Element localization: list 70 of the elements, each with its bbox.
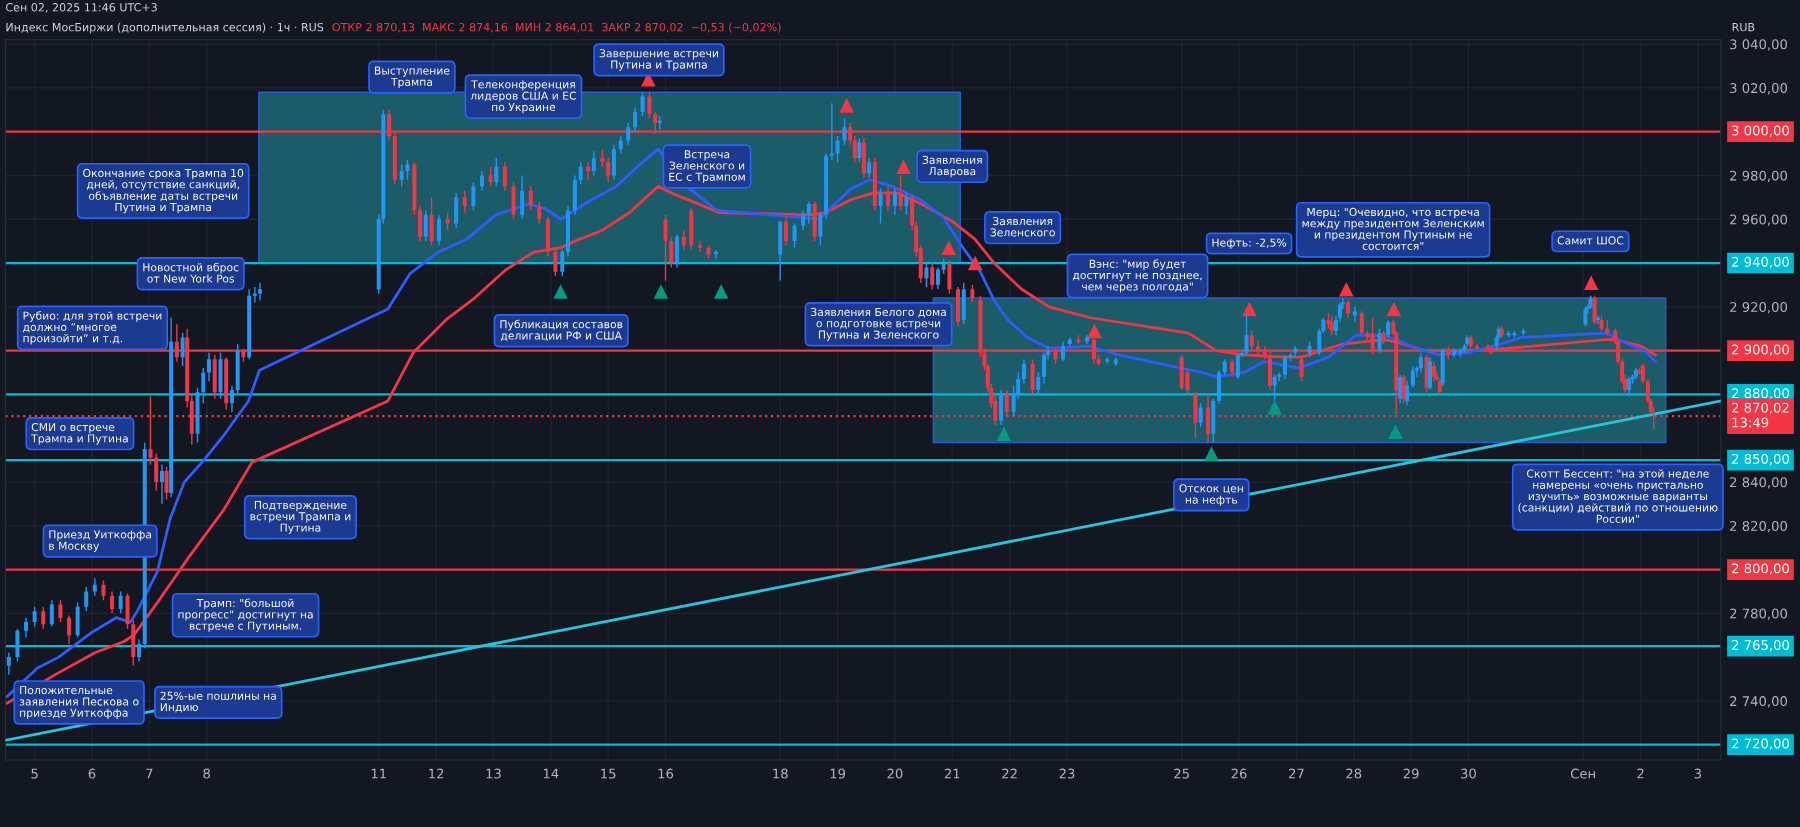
x-tick-label: 11 bbox=[371, 768, 386, 779]
ref-line-label: 2 800,00 bbox=[1732, 563, 1789, 575]
x-tick-label: 5 bbox=[31, 768, 38, 779]
annotation: Вэнс: "мир будет достигнут не позднее, чем через полгода" bbox=[1072, 259, 1202, 293]
ref-line-label: 2 850,00 bbox=[1732, 453, 1789, 466]
x-tick-label: 21 bbox=[944, 768, 960, 779]
text: Сен 02, 2025 11:46 UTC+3 bbox=[6, 3, 157, 13]
annotation: Выступление Трампа bbox=[374, 66, 450, 89]
x-tick-label: 7 bbox=[146, 768, 153, 779]
annotation: СМИ о встрече Трампа и Путина bbox=[31, 423, 128, 445]
x-tick-label: 26 bbox=[1231, 768, 1247, 779]
ref-line-label: 2 765,00 bbox=[1732, 640, 1789, 652]
x-tick-label: 12 bbox=[429, 768, 444, 779]
annotation: 25%-ые пошлины на Индию bbox=[160, 691, 276, 713]
x-tick-label: 15 bbox=[601, 768, 616, 779]
annotation: Телеконференция лидеров США и ЕС по Украине bbox=[470, 80, 577, 114]
ref-line-label: 2 940,00 bbox=[1732, 256, 1789, 269]
x-tick-label: 16 bbox=[658, 768, 674, 779]
ref-line-label: 3 000,00 bbox=[1732, 125, 1789, 137]
annotation: Заявления Белого дома о подготовке встречи Путина и Зеленского bbox=[811, 307, 946, 341]
y-tick-label: 2 780,00 bbox=[1730, 608, 1788, 620]
annotation: Трамп: "большой прогресс" достигнут на встрече с Путиным. bbox=[178, 598, 313, 632]
ref-line-label: 2 900,00 bbox=[1732, 344, 1789, 356]
annotation: Завершение встречи Путина и Трампа bbox=[599, 49, 718, 71]
annotation: Новостной вброс от New York Pos bbox=[143, 262, 239, 283]
annotation: Заявления Лаврова bbox=[922, 155, 982, 178]
annotation: Самит ШОС bbox=[1557, 236, 1624, 245]
x-tick-label: 19 bbox=[830, 768, 846, 779]
x-tick-label: 23 bbox=[1059, 768, 1075, 779]
x-tick-label: Сен bbox=[1570, 768, 1595, 779]
annotation: Рубио: для этой встречи должно “многое произойти” и т.д. bbox=[23, 311, 162, 345]
x-tick-label: 6 bbox=[88, 768, 96, 779]
annotation: Подтверждение встречи Трампа и Путина bbox=[250, 501, 351, 534]
y-tick-label: 2 820,00 bbox=[1730, 520, 1788, 533]
ref-line-label: 2 880,00 bbox=[1732, 388, 1789, 400]
text: RUB bbox=[1732, 23, 1755, 32]
annotation: Окончание срока Трампа 10 дней, отсутствие санкций, объявление даты встречи Путина и Трампа bbox=[83, 168, 244, 214]
annotation: Публикация составов делигации РФ и США bbox=[500, 319, 623, 341]
x-tick-label: 25 bbox=[1174, 768, 1189, 779]
y-tick-label: 2 920,00 bbox=[1730, 302, 1788, 314]
ref-line-label: 2 720,00 bbox=[1732, 738, 1789, 750]
annotation: Мерц: "Очевидно, что встреча между президентом Зеленским и президентом Путиным не состоится" bbox=[1302, 207, 1484, 250]
y-tick-label: 3 040,00 bbox=[1730, 39, 1788, 51]
x-tick-label: 30 bbox=[1461, 768, 1476, 779]
x-tick-label: 28 bbox=[1346, 768, 1362, 779]
chart-title: Индекс МосБиржи (дополнительная сессия) · 1ч · RUS bbox=[6, 22, 324, 34]
x-tick-label: 3 bbox=[1694, 768, 1701, 779]
x-tick-label: 8 bbox=[203, 768, 210, 779]
annotation: Приезд Уиткоффа в Москву bbox=[49, 530, 152, 552]
ref-line-label: 2 870,02 13:49 bbox=[1732, 402, 1789, 428]
annotation: Скотт Бессент: "на этой неделе намерены «очень пристально изучить» возможные варианты (санкции) действий по отношению России" bbox=[1518, 469, 1718, 523]
y-tick-label: 2 980,00 bbox=[1730, 170, 1788, 182]
x-tick-label: 18 bbox=[773, 768, 788, 779]
y-tick-label: 2 960,00 bbox=[1730, 214, 1788, 226]
x-tick-label: 13 bbox=[486, 768, 501, 779]
annotation: Нефть: -2,5% bbox=[1212, 238, 1287, 249]
x-tick-label: 2 bbox=[1637, 768, 1644, 779]
x-tick-label: 27 bbox=[1288, 768, 1304, 779]
x-tick-label: 29 bbox=[1403, 768, 1419, 779]
annotation: Заявления Зеленского bbox=[990, 216, 1055, 237]
y-tick-label: 2 840,00 bbox=[1730, 477, 1788, 489]
y-tick-label: 2 740,00 bbox=[1730, 696, 1788, 708]
annotation: Положительные заявления Пескова о приезде Уиткоффа bbox=[19, 686, 139, 719]
annotation: Встреча Зеленского и ЕС с Трампом bbox=[669, 150, 745, 184]
y-tick-label: 3 020,00 bbox=[1730, 83, 1788, 95]
chart-subtitle: ОТКР 2 870,13 МАКС 2 874,16 МИН 2 864,01 ЗАКР 2 870,02 −0,53 (−0,02%) bbox=[332, 22, 781, 33]
x-tick-label: 22 bbox=[1002, 768, 1017, 779]
x-tick-label: 14 bbox=[543, 768, 559, 779]
x-tick-label: 20 bbox=[887, 768, 903, 779]
annotation: Отскок цен на нефть bbox=[1179, 484, 1243, 506]
